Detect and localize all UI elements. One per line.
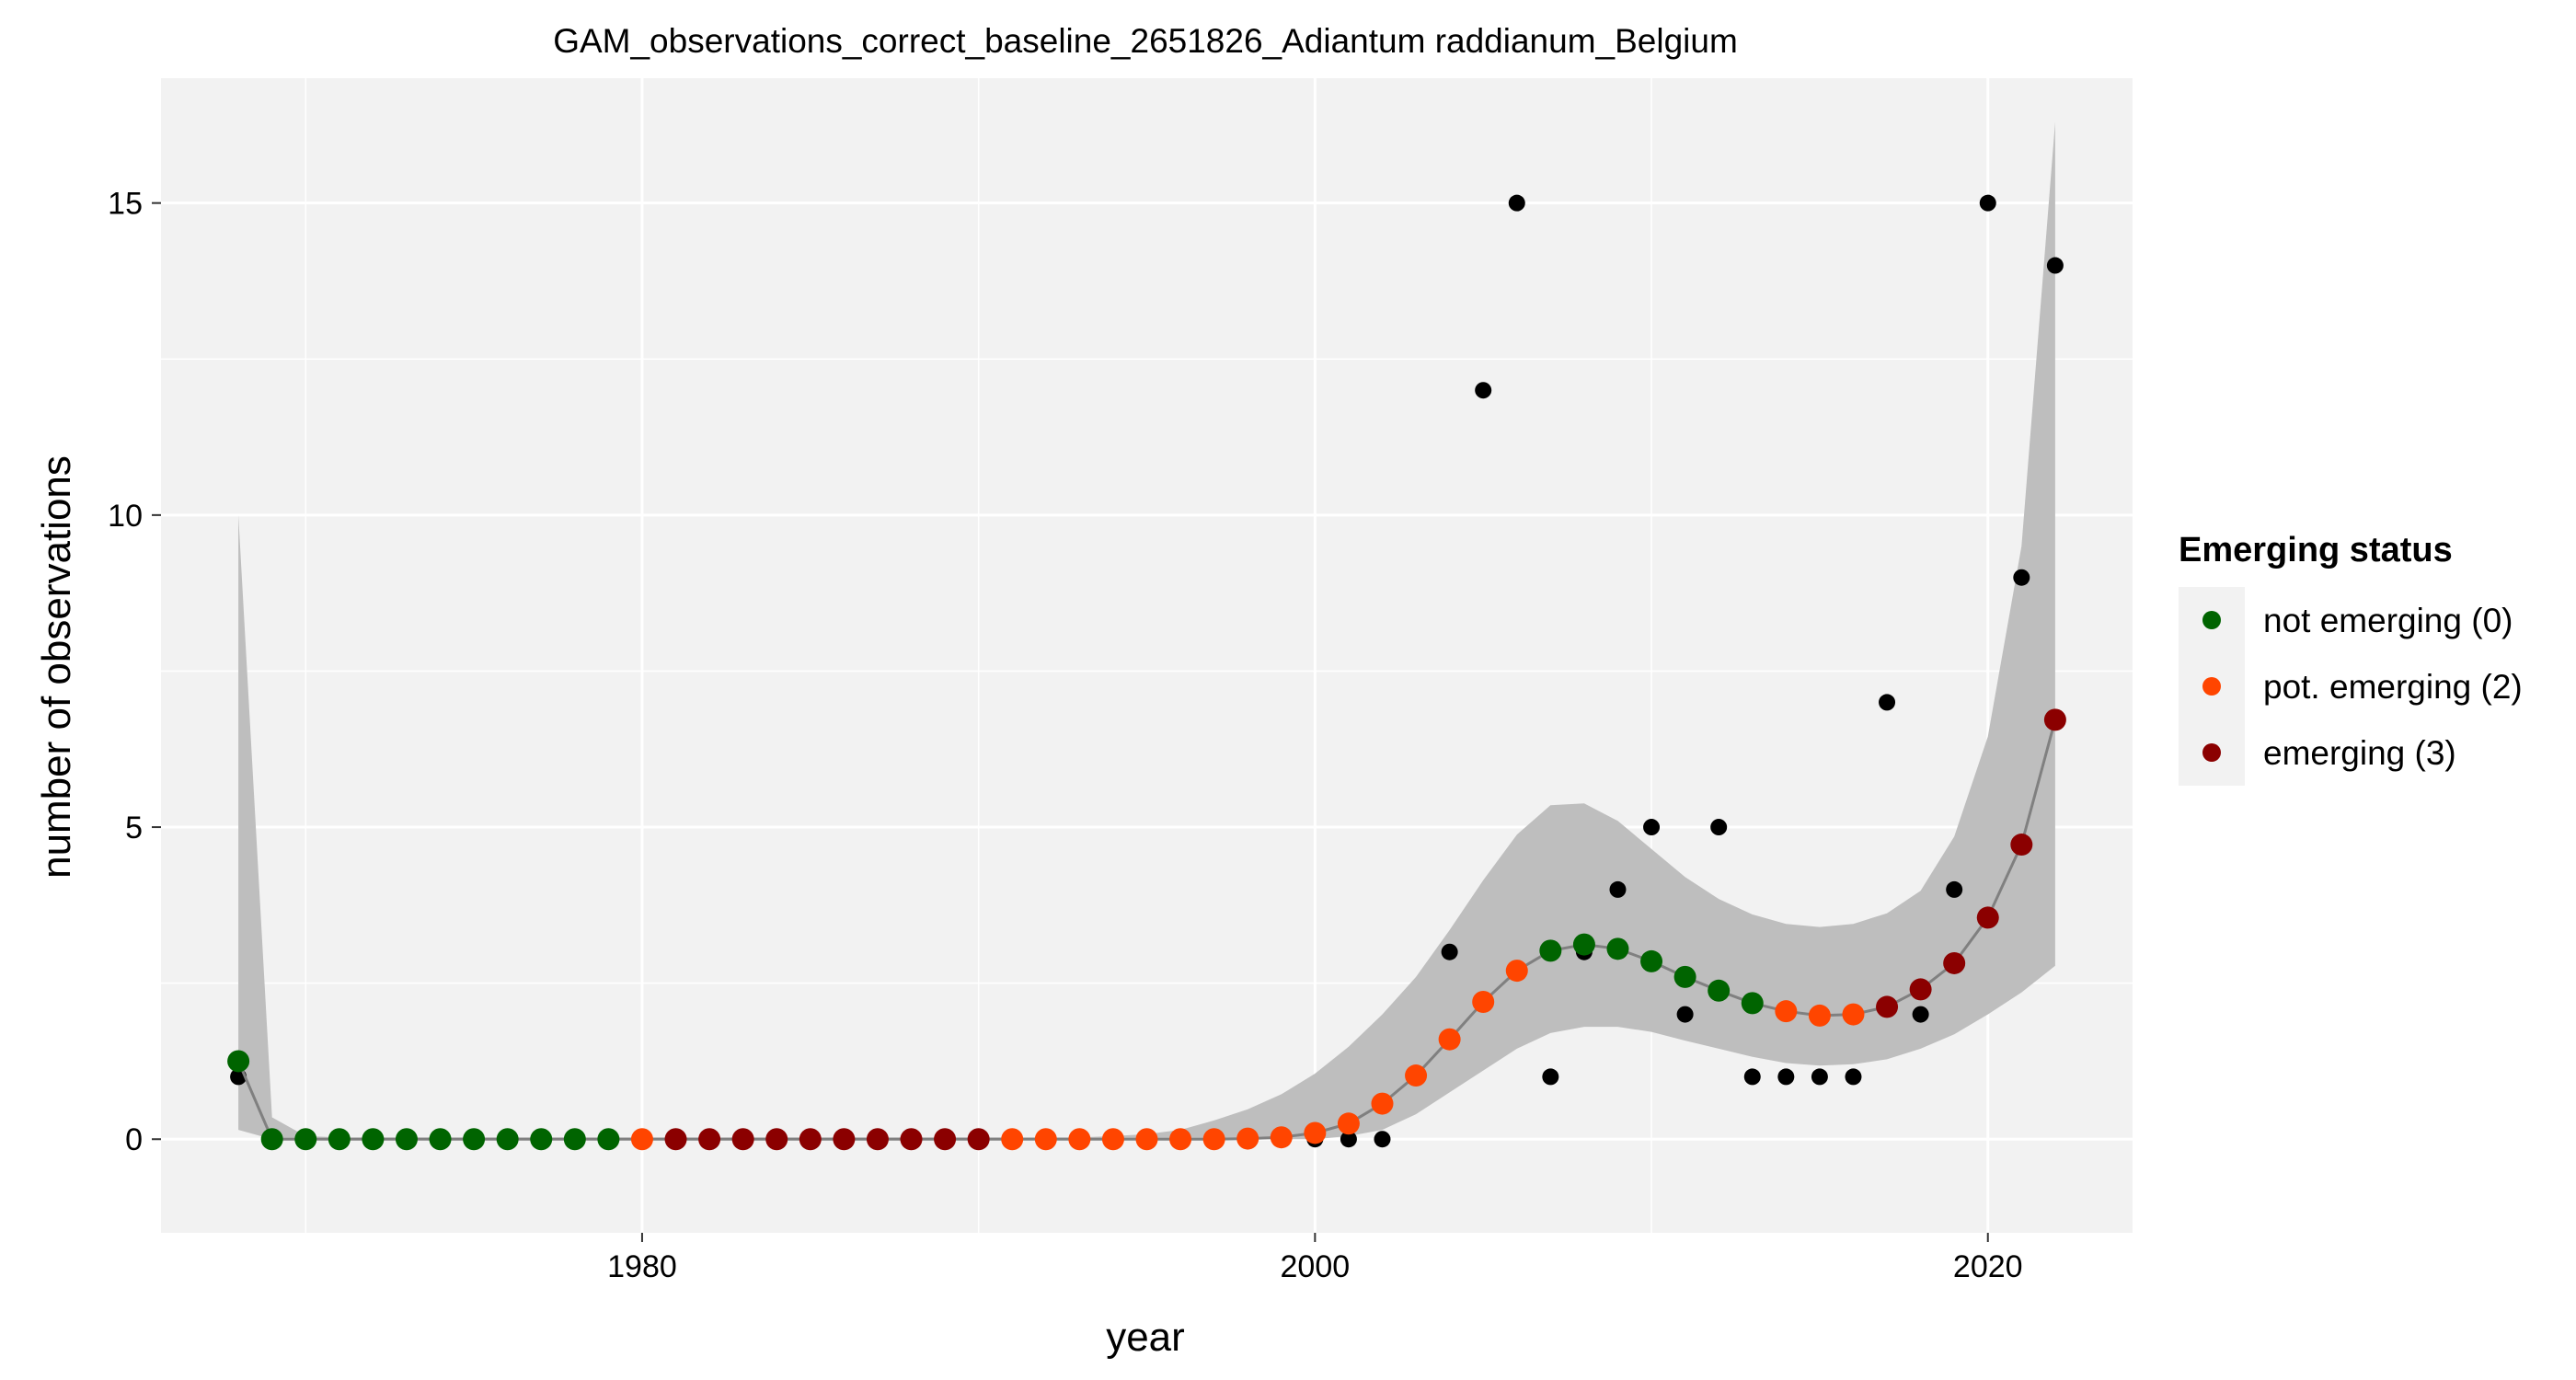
chart-title: GAM_observations_correct_baseline_265182…	[553, 22, 1738, 60]
fitted-point	[362, 1128, 385, 1151]
observed-point	[1743, 1068, 1761, 1086]
fitted-point	[1943, 951, 1966, 974]
legend-key-not-emerging	[2202, 611, 2221, 629]
fitted-point	[1034, 1128, 1057, 1151]
fitted-point	[1135, 1128, 1158, 1151]
fitted-point	[866, 1128, 889, 1151]
observed-point	[2046, 257, 2064, 274]
fitted-point	[1169, 1128, 1192, 1151]
y-tick-label: 15	[108, 187, 143, 222]
observed-point	[1879, 694, 1896, 711]
fitted-point	[1405, 1064, 1428, 1087]
y-axis-title: number of observations	[34, 455, 79, 879]
fitted-point	[1068, 1128, 1091, 1151]
observed-point	[1542, 1068, 1559, 1086]
x-tick-label: 2020	[1953, 1249, 2023, 1284]
fitted-point	[597, 1128, 620, 1151]
plot-panel	[161, 78, 2133, 1233]
fitted-point	[1505, 960, 1528, 983]
fitted-point	[833, 1128, 856, 1151]
observed-point	[1340, 1131, 1357, 1148]
observed-point	[1979, 194, 1996, 212]
fitted-point	[967, 1128, 990, 1151]
fitted-point	[2043, 708, 2066, 731]
fitted-point	[664, 1128, 687, 1151]
y-tick-label: 5	[125, 811, 143, 845]
fitted-point	[1001, 1128, 1024, 1151]
fitted-point	[1236, 1127, 1259, 1150]
fitted-point	[429, 1128, 452, 1151]
observed-point	[1946, 880, 1963, 898]
fitted-point	[698, 1128, 721, 1151]
fitted-point	[1337, 1112, 1360, 1135]
fitted-point	[260, 1128, 283, 1151]
y-tick-label: 0	[125, 1122, 143, 1157]
observed-point	[1441, 943, 1458, 960]
observed-point	[1475, 382, 1492, 399]
legend-key-pot-emerging	[2202, 677, 2221, 696]
fitted-point	[1202, 1128, 1225, 1151]
observed-point	[1845, 1068, 1862, 1086]
fitted-point	[1270, 1126, 1293, 1149]
legend-title: Emerging status	[2179, 531, 2453, 569]
fitted-point	[731, 1128, 754, 1151]
fitted-point	[1976, 906, 1999, 929]
observed-point	[1508, 194, 1525, 212]
fitted-point	[1371, 1092, 1394, 1115]
fitted-point	[1472, 991, 1495, 1013]
fitted-point	[1572, 933, 1595, 956]
fitted-point	[328, 1128, 351, 1151]
legend-label-pot-emerging: pot. emerging (2)	[2263, 668, 2523, 706]
fitted-point	[934, 1128, 957, 1151]
fitted-point	[227, 1050, 250, 1073]
fitted-point	[563, 1128, 586, 1151]
legend-key-emerging	[2202, 743, 2221, 762]
legend: Emerging status not emerging (0) pot. em…	[2179, 531, 2523, 786]
fitted-point	[765, 1128, 788, 1151]
fitted-point	[294, 1128, 317, 1151]
fitted-point	[463, 1128, 486, 1151]
observed-point	[1676, 1006, 1694, 1023]
fitted-point	[799, 1128, 822, 1151]
fitted-point	[1304, 1121, 1327, 1144]
legend-label-emerging: emerging (3)	[2263, 734, 2456, 772]
fitted-point	[1876, 995, 1899, 1018]
x-tick-label: 1980	[607, 1249, 677, 1284]
observed-point	[1811, 1068, 1828, 1086]
observed-point	[2013, 569, 2030, 586]
fitted-point	[1808, 1004, 1831, 1027]
fitted-point	[1741, 992, 1764, 1015]
legend-label-not-emerging: not emerging (0)	[2263, 602, 2513, 639]
observed-point	[1643, 819, 1661, 836]
fitted-point	[1438, 1028, 1461, 1051]
x-axis-title: year	[1106, 1315, 1185, 1360]
observed-point	[1710, 819, 1728, 836]
fitted-point	[395, 1128, 418, 1151]
fitted-point	[1606, 937, 1629, 960]
y-tick-label: 10	[108, 499, 143, 534]
fitted-point	[1539, 939, 1562, 962]
fitted-point	[2010, 834, 2033, 857]
x-tick-label: 2000	[1281, 1249, 1351, 1284]
observed-point	[1777, 1068, 1795, 1086]
observed-point	[1912, 1006, 1929, 1023]
fitted-point	[1101, 1128, 1124, 1151]
fitted-point	[530, 1128, 553, 1151]
observed-point	[1609, 880, 1627, 898]
fitted-point	[1640, 949, 1663, 972]
fitted-point	[496, 1128, 519, 1151]
fitted-point	[1909, 978, 1932, 1001]
fitted-point	[900, 1128, 923, 1151]
fitted-point	[1673, 965, 1696, 988]
fitted-point	[1708, 979, 1731, 1002]
observed-point	[1374, 1131, 1391, 1148]
fitted-point	[1775, 1000, 1798, 1023]
fitted-point	[630, 1128, 653, 1151]
fitted-point	[1842, 1003, 1865, 1026]
confidence-band	[238, 121, 2055, 1140]
